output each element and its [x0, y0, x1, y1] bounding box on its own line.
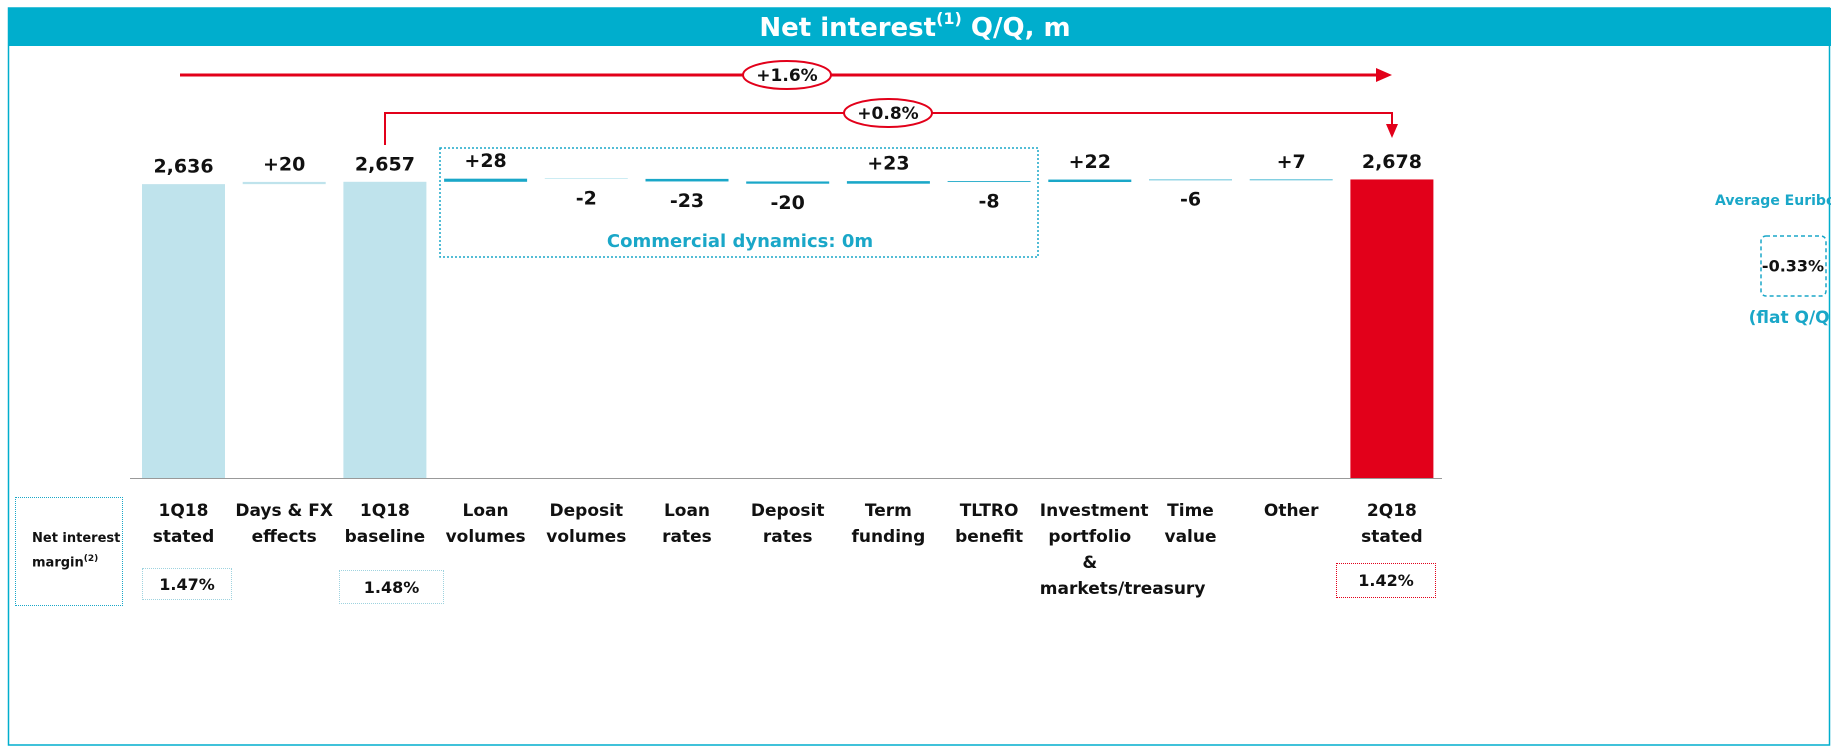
margin-value: 1.47%: [142, 568, 232, 600]
category-label: Deposit volumes: [546, 501, 627, 547]
value-label: +28: [464, 150, 506, 172]
category-label: Days & FX effects: [235, 501, 334, 547]
commercial-label: Commercial dynamics: 0m: [607, 231, 873, 252]
category-label: TLTRO benefit: [955, 501, 1024, 547]
margin-title: Net interest margin(2): [15, 497, 123, 606]
euribor-title: Average Euribor 3M: [1715, 193, 1831, 209]
title-note: (1): [936, 9, 962, 28]
value-label: 2,657: [355, 153, 415, 175]
category-label: Loan rates: [662, 501, 712, 547]
value-label: +20: [263, 153, 305, 175]
bar: [846, 181, 930, 184]
arrow-head: [1386, 124, 1398, 138]
margin-value: 1.48%: [339, 570, 444, 604]
category-label: 2Q18 stated: [1361, 501, 1423, 547]
bar: [746, 181, 830, 184]
value-label: -6: [1180, 189, 1201, 211]
category-label: Loan volumes: [445, 501, 526, 547]
bar: [1149, 179, 1232, 181]
commercial-box: [439, 147, 1039, 258]
value-label: 2,636: [153, 156, 213, 178]
value-label: +23: [867, 153, 909, 175]
category-label: Time value: [1164, 501, 1217, 547]
bar: [242, 181, 326, 185]
title-main: Net interest: [759, 13, 936, 43]
value-label: -2: [576, 187, 597, 209]
category-label: Term funding: [851, 501, 926, 547]
bar: [947, 181, 1031, 183]
margin-note: (2): [83, 554, 99, 565]
value-label: -23: [670, 190, 704, 212]
header: [8, 8, 1831, 46]
change-label: +0.8%: [857, 104, 918, 124]
euribor-note: (flat Q/Q): [1749, 308, 1831, 328]
value-label: +22: [1069, 151, 1111, 173]
value-label: -8: [979, 191, 1000, 213]
category-label: Other: [1263, 501, 1319, 521]
value-label: +7: [1277, 151, 1306, 173]
change-label: +1.6%: [756, 66, 817, 86]
margin-title-text: Net interest margin(2): [32, 529, 122, 573]
value-label: 2,678: [1362, 151, 1422, 173]
category-label: 1Q18 stated: [152, 501, 215, 547]
category-label: 1Q18 baseline: [344, 501, 426, 547]
bar: [343, 181, 427, 478]
bar: [1249, 179, 1333, 181]
arrow-head: [1376, 68, 1392, 82]
change-badge: [742, 60, 832, 90]
margin-value: 1.42%: [1336, 563, 1436, 598]
title-suffix: Q/Q, m: [962, 13, 1071, 43]
value-label: -20: [771, 192, 805, 214]
bar: [1048, 179, 1132, 183]
change-badge: [843, 98, 933, 128]
bar: [142, 184, 225, 478]
euribor-box: [1760, 235, 1827, 297]
euribor-value: -0.33%: [1762, 257, 1824, 276]
category-label: Deposit rates: [750, 501, 825, 547]
bar: [1350, 179, 1434, 479]
margin-label: Net interest margin: [32, 531, 121, 571]
bar: [645, 178, 729, 182]
chart-title: Net interest(1) Q/Q, m: [759, 9, 1070, 43]
bar: [444, 178, 528, 182]
category-label: Investment portfolio & markets/treasury: [1039, 501, 1206, 599]
